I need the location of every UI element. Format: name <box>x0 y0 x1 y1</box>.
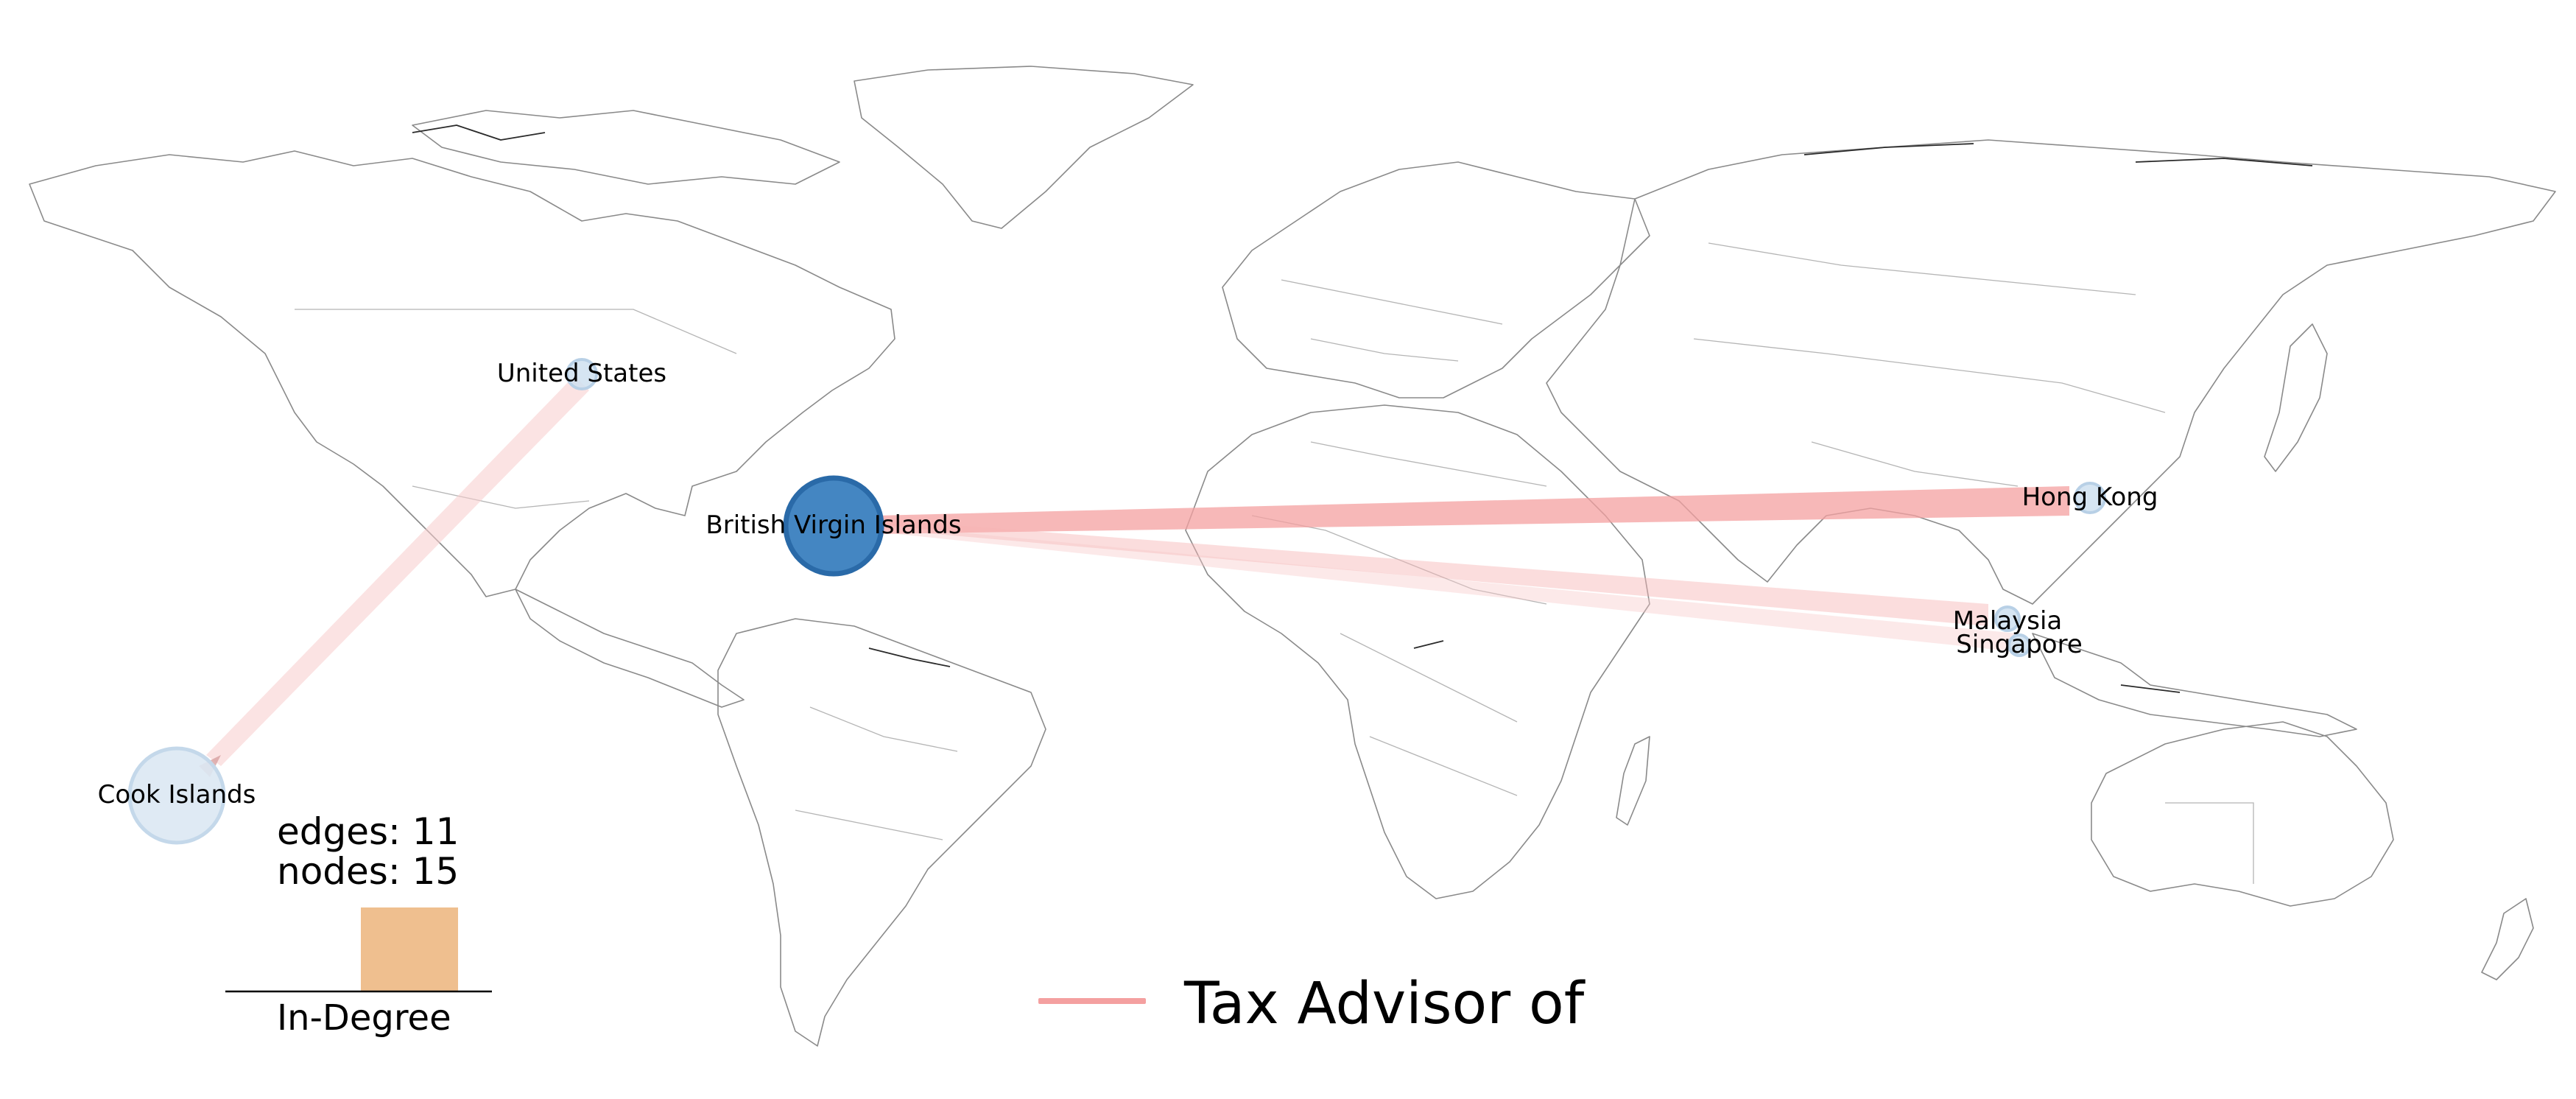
central-america-landmass <box>515 589 745 708</box>
australia-landmass <box>2091 721 2394 907</box>
greenland-landmass <box>854 66 1194 229</box>
edge-bvi-malaysia <box>876 519 1988 626</box>
in-degree-histogram <box>225 907 492 993</box>
graph-stats: edges: 11 nodes: 15 <box>277 812 459 891</box>
country-borders <box>295 242 2254 884</box>
madagascar-landmass <box>1616 736 1650 826</box>
southeast-asia-islands <box>2032 633 2357 737</box>
continents <box>29 66 2556 1047</box>
histogram-label: In-Degree <box>277 997 451 1039</box>
node-malaysia[interactable] <box>1994 605 2021 632</box>
node-hong-kong[interactable] <box>2074 482 2106 514</box>
node-cook-islands[interactable] <box>127 746 226 845</box>
coastline-detail <box>412 124 2313 693</box>
histogram-bar <box>361 907 458 991</box>
label-united-states: United States <box>497 359 666 388</box>
label-cook-islands: Cook Islands <box>98 780 256 810</box>
legend-line-swatch <box>1038 998 1146 1004</box>
label-malaysia: Malaysia <box>1953 606 2063 636</box>
south-america-landmass <box>717 618 1046 1047</box>
europe-landmass <box>1222 161 1650 398</box>
edges <box>199 376 2069 777</box>
node-labels: British Virgin Islands United States Hon… <box>98 359 2158 810</box>
node-united-states[interactable] <box>566 358 598 390</box>
label-singapore: Singapore <box>1956 630 2083 659</box>
new-zealand-landmass <box>2481 898 2534 980</box>
nodes <box>127 358 2106 845</box>
legend-label: Tax Advisor of <box>1184 971 1585 1037</box>
label-british-virgin-islands: British Virgin Islands <box>705 510 961 540</box>
nodes-count: nodes: 15 <box>277 850 460 893</box>
edge-bvi-singapore <box>876 524 2018 652</box>
arctic-islands <box>412 110 840 185</box>
edges-count: edges: 11 <box>277 810 460 853</box>
asia-landmass <box>1546 139 2556 605</box>
node-singapore[interactable] <box>2007 633 2031 657</box>
edge-bvi-hongkong <box>876 486 2069 534</box>
label-hong-kong: Hong Kong <box>2022 482 2158 512</box>
north-america-landmass <box>29 150 895 597</box>
japan-landmass <box>2264 323 2328 472</box>
africa-landmass <box>1185 404 1650 899</box>
node-british-virgin-islands[interactable] <box>783 475 884 577</box>
edge-us-cookislands <box>206 376 589 766</box>
